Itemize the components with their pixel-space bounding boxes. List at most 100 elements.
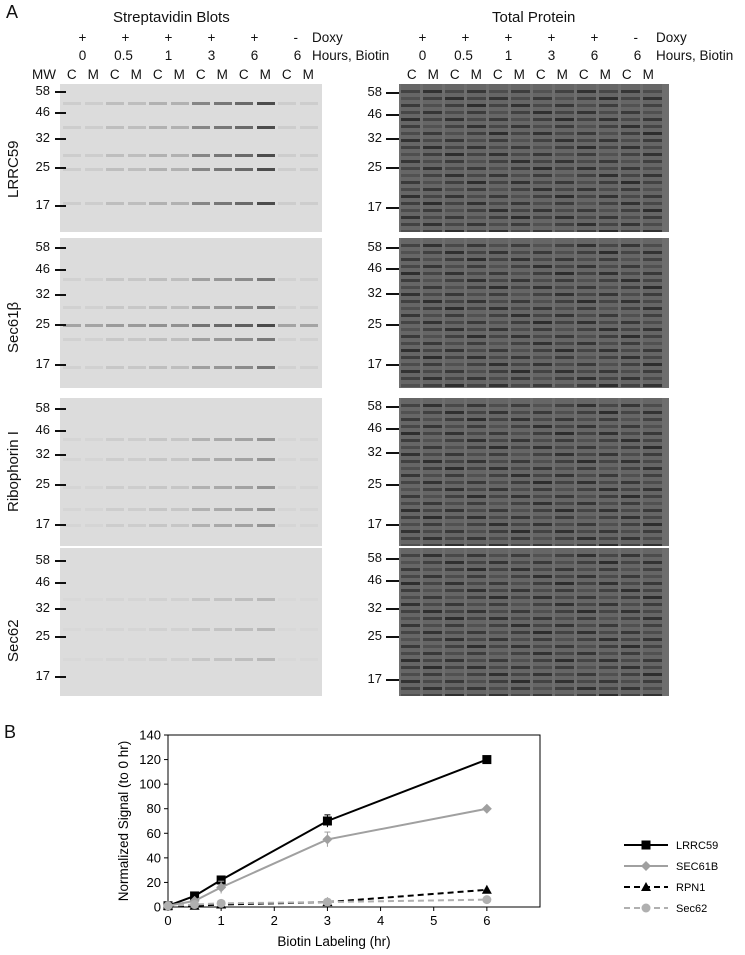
protein-band bbox=[643, 411, 662, 414]
protein-band bbox=[511, 160, 530, 163]
protein-band bbox=[533, 258, 552, 261]
protein-band bbox=[401, 509, 420, 512]
protein-band bbox=[467, 300, 486, 303]
protein-band bbox=[577, 439, 596, 442]
protein-band bbox=[533, 363, 552, 366]
protein-band bbox=[643, 321, 662, 324]
protein-band bbox=[643, 467, 662, 470]
protein-band bbox=[63, 278, 81, 281]
protein-band bbox=[256, 338, 275, 341]
protein-band bbox=[533, 617, 552, 620]
protein-band bbox=[599, 356, 618, 359]
protein-band bbox=[467, 335, 486, 338]
protein-band bbox=[621, 132, 640, 135]
protein-band bbox=[555, 223, 574, 226]
protein-band bbox=[467, 384, 486, 387]
protein-band bbox=[423, 384, 442, 387]
protein-band bbox=[511, 453, 530, 456]
protein-band bbox=[467, 404, 486, 407]
protein-band bbox=[106, 366, 124, 369]
protein-band bbox=[599, 638, 618, 641]
protein-band bbox=[511, 195, 530, 198]
blot-lane bbox=[445, 84, 464, 232]
protein-band bbox=[599, 286, 618, 289]
protein-band bbox=[445, 167, 464, 170]
protein-band bbox=[401, 687, 420, 690]
protein-band bbox=[213, 508, 232, 511]
protein-band bbox=[149, 486, 167, 489]
protein-band bbox=[533, 174, 552, 177]
protein-band bbox=[401, 561, 420, 564]
protein-band bbox=[555, 139, 574, 142]
protein-band bbox=[577, 509, 596, 512]
protein-band bbox=[533, 349, 552, 352]
protein-band bbox=[489, 230, 508, 232]
x-tick-label: 2 bbox=[271, 913, 278, 928]
protein-band bbox=[577, 230, 596, 232]
protein-band bbox=[213, 338, 232, 341]
protein-band bbox=[511, 603, 530, 606]
protein-band bbox=[127, 168, 146, 171]
protein-band bbox=[192, 486, 210, 489]
protein-band bbox=[511, 223, 530, 226]
blot-lane bbox=[170, 548, 189, 696]
protein-band bbox=[489, 272, 508, 275]
hours-value: 3 bbox=[547, 48, 556, 63]
mw-tick bbox=[55, 676, 66, 678]
protein-band bbox=[533, 418, 552, 421]
protein-band bbox=[533, 596, 552, 599]
protein-band bbox=[621, 300, 640, 303]
protein-band bbox=[489, 384, 508, 387]
blot-lane bbox=[467, 548, 486, 696]
protein-band bbox=[489, 589, 508, 592]
protein-band bbox=[643, 544, 662, 546]
mw-tick bbox=[55, 430, 66, 432]
mw-tick bbox=[386, 167, 399, 169]
blot-lane bbox=[555, 398, 574, 546]
protein-band bbox=[621, 335, 640, 338]
protein-band bbox=[445, 300, 464, 303]
protein-band bbox=[256, 168, 275, 171]
protein-band bbox=[621, 118, 640, 121]
protein-band bbox=[555, 680, 574, 683]
protein-band bbox=[621, 272, 640, 275]
protein-band bbox=[643, 335, 662, 338]
protein-band bbox=[489, 624, 508, 627]
protein-band bbox=[643, 244, 662, 247]
protein-band bbox=[555, 118, 574, 121]
protein-band bbox=[511, 446, 530, 449]
protein-band bbox=[106, 658, 124, 661]
protein-band bbox=[599, 495, 618, 498]
protein-band bbox=[533, 537, 552, 540]
protein-band bbox=[401, 432, 420, 435]
hours-value: 1 bbox=[164, 48, 173, 63]
protein-band bbox=[423, 530, 442, 533]
protein-band bbox=[423, 687, 442, 690]
protein-band bbox=[467, 617, 486, 620]
protein-band bbox=[401, 652, 420, 655]
protein-band bbox=[555, 460, 574, 463]
protein-band bbox=[445, 425, 464, 428]
protein-band bbox=[213, 658, 232, 661]
protein-band bbox=[489, 104, 508, 107]
protein-band bbox=[256, 486, 275, 489]
protein-band bbox=[577, 90, 596, 93]
protein-band bbox=[511, 509, 530, 512]
protein-band bbox=[555, 610, 574, 613]
protein-band bbox=[621, 153, 640, 156]
protein-band bbox=[213, 486, 232, 489]
protein-band bbox=[533, 453, 552, 456]
blot-lane bbox=[467, 398, 486, 546]
protein-band bbox=[401, 680, 420, 683]
protein-band bbox=[621, 293, 640, 296]
protein-band bbox=[555, 575, 574, 578]
protein-band bbox=[423, 425, 442, 428]
blot-lane bbox=[489, 548, 508, 696]
protein-band bbox=[643, 523, 662, 526]
protein-band bbox=[577, 174, 596, 177]
protein-band bbox=[511, 209, 530, 212]
protein-band bbox=[84, 306, 103, 309]
protein-band bbox=[643, 202, 662, 205]
protein-band bbox=[445, 90, 464, 93]
protein-band bbox=[511, 258, 530, 261]
